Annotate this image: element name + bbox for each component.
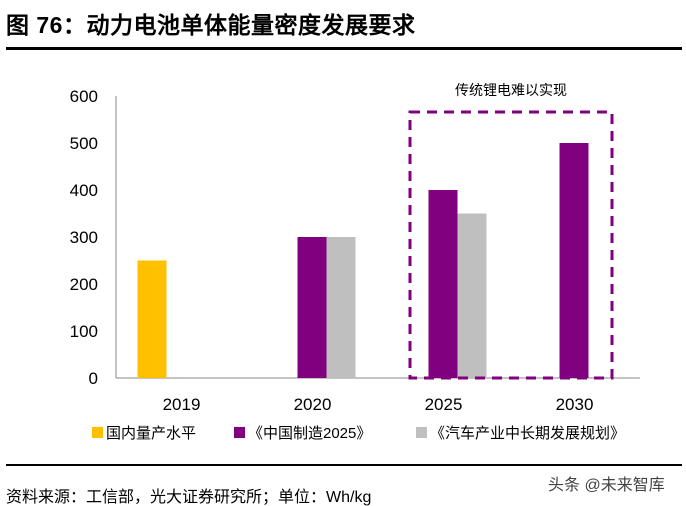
legend-swatch [92,427,103,438]
bar-2025-series-2 [457,213,487,378]
legend-label: 国内量产水平 [106,425,196,442]
bar-chart: 0 100 200 300 400 500 600 2019 2020 2025 2030 传统锂… [70,82,640,442]
x-tick-label: 2019 [163,395,201,414]
y-tick-label: 400 [70,181,98,200]
y-tick-label: 300 [70,228,98,247]
top-rule [6,47,682,50]
y-tick-label: 100 [70,322,98,341]
y-tick-label: 200 [70,275,98,294]
bar-2025-series-1 [428,190,458,378]
bar-2030-series-1 [559,143,589,378]
highlight-box [408,110,614,380]
x-tick-label: 2030 [556,395,594,414]
bar-2019-series-0 [137,260,167,378]
bar-2020-series-2 [326,237,356,378]
x-tick-label: 2020 [294,395,332,414]
y-tick-label: 0 [89,369,98,388]
legend-label: 《中国制造2025》 [248,425,371,442]
figure-title: 图 76：动力电池单体能量密度发展要求 [6,12,416,38]
annotation-text: 传统锂电难以实现 [455,82,567,98]
watermark: 头条 @未来智库 [548,477,665,494]
source-note: 资料来源：工信部，光大证券研究所；单位：Wh/kg [6,489,372,506]
y-tick-label: 500 [70,134,98,153]
bar-2020-series-1 [297,237,327,378]
x-tick-label: 2025 [425,395,463,414]
legend-label: 《汽车产业中长期发展规划》 [430,425,625,442]
legend-swatch [234,427,245,438]
y-tick-label: 600 [70,87,98,106]
bottom-rule [6,464,682,466]
legend-swatch [416,427,427,438]
